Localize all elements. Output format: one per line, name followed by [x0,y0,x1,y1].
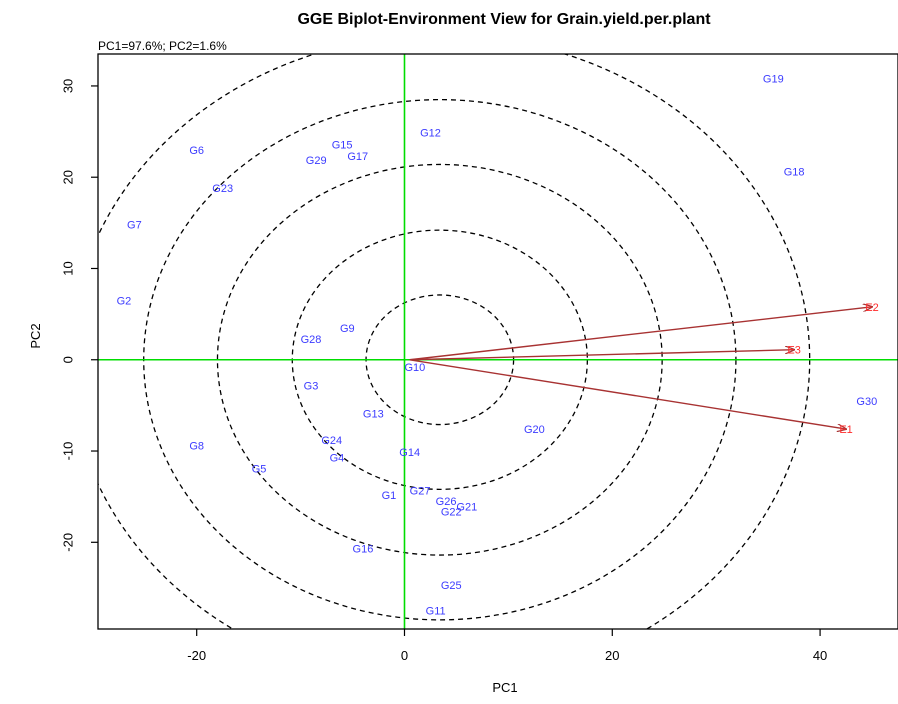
vector-e3 [409,350,794,361]
chart-title: GGE Biplot-Environment View for Grain.yi… [297,11,711,28]
genotype-g12: G12 [420,127,441,139]
genotype-g2: G2 [117,295,132,307]
x-tick-label: -20 [187,648,206,663]
genotype-g21: G21 [456,502,477,514]
genotype-g30: G30 [856,396,877,408]
genotype-g24: G24 [321,435,342,447]
vector-e1 [409,359,846,429]
x-tick-label: 20 [605,648,619,663]
genotype-g5: G5 [252,463,267,475]
y-tick-label: -20 [60,533,75,552]
genotype-g22: G22 [441,506,462,518]
y-tick-label: -10 [60,442,75,461]
reference-lines [98,54,898,629]
plot-frame [97,53,898,630]
genotype-g13: G13 [363,409,384,421]
environment-e2: E2 [865,302,878,314]
genotype-g16: G16 [353,544,374,556]
y-axis-ticks: -20 -10 0 10 20 30 [60,79,98,552]
genotype-g1: G1 [382,490,397,502]
x-axis-label: PC1 [492,680,517,695]
genotype-g28: G28 [301,334,322,346]
environment-e3: E3 [787,345,800,357]
genotype-g10: G10 [404,362,425,374]
chart-subtitle: PC1=97.6%; PC2=1.6% [98,39,227,53]
genotype-g11: G11 [426,606,446,618]
genotype-g25: G25 [441,580,462,592]
genotype-g7: G7 [127,220,142,232]
environment-e1: E1 [839,424,852,436]
genotype-g18: G18 [784,167,805,179]
genotype-g17: G17 [347,151,368,163]
genotype-g19: G19 [763,74,784,86]
y-tick-label: 0 [60,356,75,363]
genotype-g4: G4 [330,452,345,464]
genotype-labels: G1 G2 G3 G4 G5 G6 G7 G8 G9 G10 G11 G12 G13 G14 G15 G16 G… [117,74,878,618]
x-axis-ticks: -20 0 20 40 [187,629,827,663]
y-axis-label: PC2 [28,323,43,348]
genotype-g26: G26 [436,496,457,508]
genotype-g14: G14 [399,447,420,459]
genotype-g29: G29 [306,155,327,167]
environment-labels: E1 E2 E3 [787,302,878,436]
y-tick-label: 30 [60,79,75,93]
x-tick-label: 40 [813,648,827,663]
genotype-g15: G15 [332,139,353,151]
genotype-g9: G9 [340,323,355,335]
genotype-g3: G3 [304,380,319,392]
genotype-g27: G27 [410,485,431,497]
y-tick-label: 20 [60,170,75,184]
vector-e2 [409,307,872,361]
genotype-g20: G20 [524,424,545,436]
genotype-g23: G23 [212,183,233,195]
x-tick-label: 0 [401,648,408,663]
y-tick-label: 10 [60,261,75,275]
genotype-g8: G8 [189,441,204,453]
genotype-g6: G6 [189,145,204,157]
environment-vectors [409,307,872,429]
